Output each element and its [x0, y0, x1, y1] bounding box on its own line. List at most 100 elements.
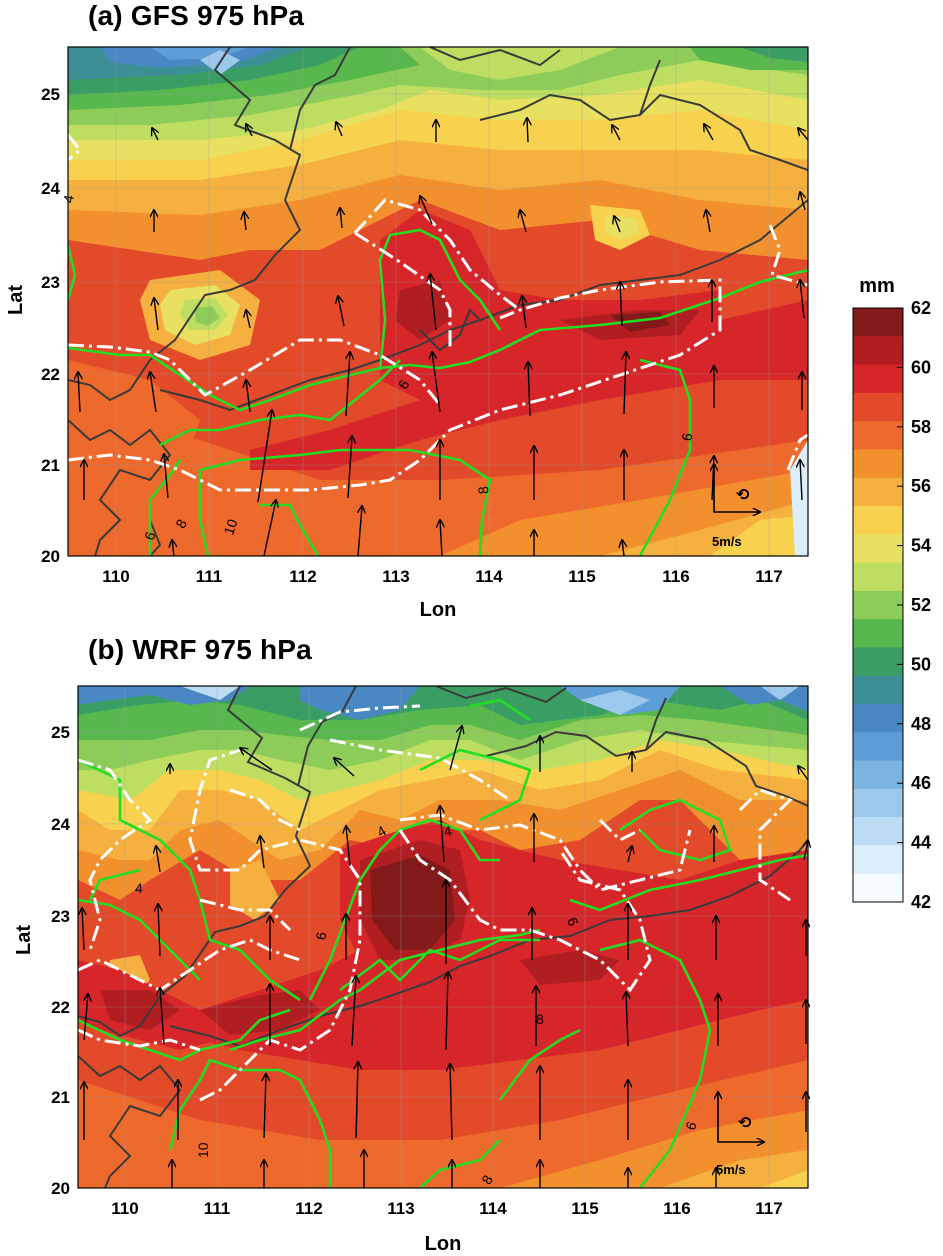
colorbar-swatch [853, 760, 903, 790]
panel-a-y-ticks: 25 24 23 22 21 20 [41, 85, 60, 566]
panel-b-wind-vectors [82, 726, 808, 1188]
colorbar-tick-label: 46 [911, 773, 931, 793]
colorbar-swatch [853, 845, 903, 875]
colorbar-tick-label: 42 [911, 892, 931, 912]
colorbar-swatch [853, 704, 903, 733]
panel-b-grid [78, 686, 808, 1188]
panel-a-title: (a) GFS 975 hPa [88, 0, 305, 31]
x-tick: 113 [382, 567, 409, 586]
panel-b-y-label: Lat [13, 925, 35, 955]
panel-b-green-contours [78, 698, 808, 1188]
x-tick: 112 [295, 1199, 322, 1218]
panel-a-map: 4 6 6 8 8 10 6 [5, 46, 809, 621]
colorbar-swatch [853, 675, 903, 705]
panel-b-x-label: Lon [425, 1233, 462, 1255]
colorbar-tick-label: 58 [911, 417, 931, 437]
x-tick: 110 [111, 1199, 138, 1218]
colorbar-swatch [853, 534, 903, 564]
x-tick: 117 [755, 567, 782, 586]
panel-a-white-contours [68, 134, 808, 492]
y-tick: 21 [51, 1088, 70, 1107]
x-tick: 116 [662, 567, 689, 586]
contour-label: 4 [442, 822, 453, 839]
y-tick: 21 [41, 456, 60, 475]
colorbar-tick-label: 56 [911, 476, 931, 496]
y-tick: 23 [41, 273, 60, 292]
x-tick: 111 [196, 567, 223, 586]
colorbar-swatch [853, 336, 903, 366]
x-tick: 112 [289, 567, 316, 586]
colorbar-swatch [853, 308, 903, 337]
panel-b-reference-vector: ⟲ 5m/s [716, 1092, 764, 1177]
colorbar-swatch [853, 392, 903, 422]
y-tick: 20 [51, 1179, 70, 1198]
colorbar-swatch [853, 477, 903, 507]
colorbar-swatch [853, 817, 903, 846]
x-tick: 116 [663, 1199, 690, 1218]
colorbar-swatch [853, 873, 903, 903]
colorbar-swatch [853, 647, 903, 677]
panel-b-x-ticks: 110 111 112 113 114 115 116 117 [111, 1199, 782, 1218]
svg-text:⟲: ⟲ [738, 1115, 752, 1132]
x-tick: 114 [479, 1199, 507, 1218]
x-tick: 110 [102, 567, 129, 586]
colorbar-swatch [853, 590, 903, 620]
panel-b-coastline [78, 686, 808, 1188]
panel-b-y-ticks: 25 24 23 22 21 20 [51, 723, 70, 1198]
colorbar-swatch [853, 506, 903, 535]
x-tick: 114 [475, 567, 503, 586]
colorbar-swatch [853, 732, 903, 762]
panel-a-wind-vectors [78, 118, 809, 557]
y-tick: 25 [51, 723, 70, 742]
contour-label: 6 [678, 431, 695, 442]
panel-b-map: 4 4 4 6 6 6 8 8 10 [13, 685, 808, 1255]
contour-label: 10 [220, 517, 240, 537]
panel-b-title: (b) WRF 975 hPa [88, 634, 312, 665]
svg-text:⟲: ⟲ [736, 487, 750, 504]
panel-a-green-contours [68, 228, 808, 556]
colorbar-swatch [853, 364, 903, 394]
ref-vector-label: 5m/s [716, 1162, 746, 1177]
panel-a-frame [67, 46, 809, 557]
ref-vector-label: 5m/s [712, 534, 742, 549]
contour-label: 6 [312, 930, 329, 941]
colorbar-swatches [853, 308, 903, 903]
y-tick: 24 [51, 815, 70, 834]
colorbar-tick-label: 48 [911, 714, 931, 734]
y-tick: 22 [51, 998, 70, 1017]
panel-b-filled-contours [78, 686, 808, 1188]
colorbar-tick-label: 52 [911, 595, 931, 615]
panel-a-x-ticks: 110 111 112 113 114 115 116 117 [102, 567, 782, 586]
colorbar-tick-label: 54 [911, 536, 931, 556]
panel-a-x-label: Lon [420, 599, 457, 621]
y-tick: 23 [51, 907, 70, 926]
x-tick: 111 [204, 1199, 231, 1218]
y-tick: 20 [41, 547, 60, 566]
x-tick: 117 [755, 1199, 782, 1218]
contour-label: 10 [195, 1142, 211, 1158]
colorbar: mm 62 60 58 56 54 52 50 48 46 44 42 [852, 275, 931, 912]
x-tick: 115 [568, 567, 595, 586]
panel-a-coastline [68, 47, 808, 556]
colorbar-tick-label: 44 [911, 833, 931, 853]
colorbar-swatch [853, 788, 903, 818]
contour-label: 8 [536, 1011, 544, 1027]
panel-a-reference-vector: ⟲ 5m/s [712, 464, 760, 549]
panel-a-filled-contours [68, 47, 808, 556]
colorbar-tick-label: 50 [911, 654, 931, 674]
colorbar-ticks: 62 60 58 56 54 52 50 48 46 44 42 [897, 298, 931, 912]
colorbar-swatch [853, 449, 903, 479]
colorbar-unit: mm [859, 275, 895, 297]
contour-label: 4 [135, 880, 143, 896]
colorbar-swatch [853, 562, 903, 592]
panel-a-y-label: Lat [5, 285, 27, 315]
contour-label: 8 [475, 485, 492, 494]
colorbar-tick-label: 62 [911, 298, 931, 318]
y-tick: 22 [41, 365, 60, 384]
colorbar-tick-label: 60 [911, 357, 931, 377]
x-tick: 115 [571, 1199, 598, 1218]
y-tick: 24 [41, 179, 60, 198]
y-tick: 25 [41, 85, 60, 104]
colorbar-swatch [853, 619, 903, 648]
